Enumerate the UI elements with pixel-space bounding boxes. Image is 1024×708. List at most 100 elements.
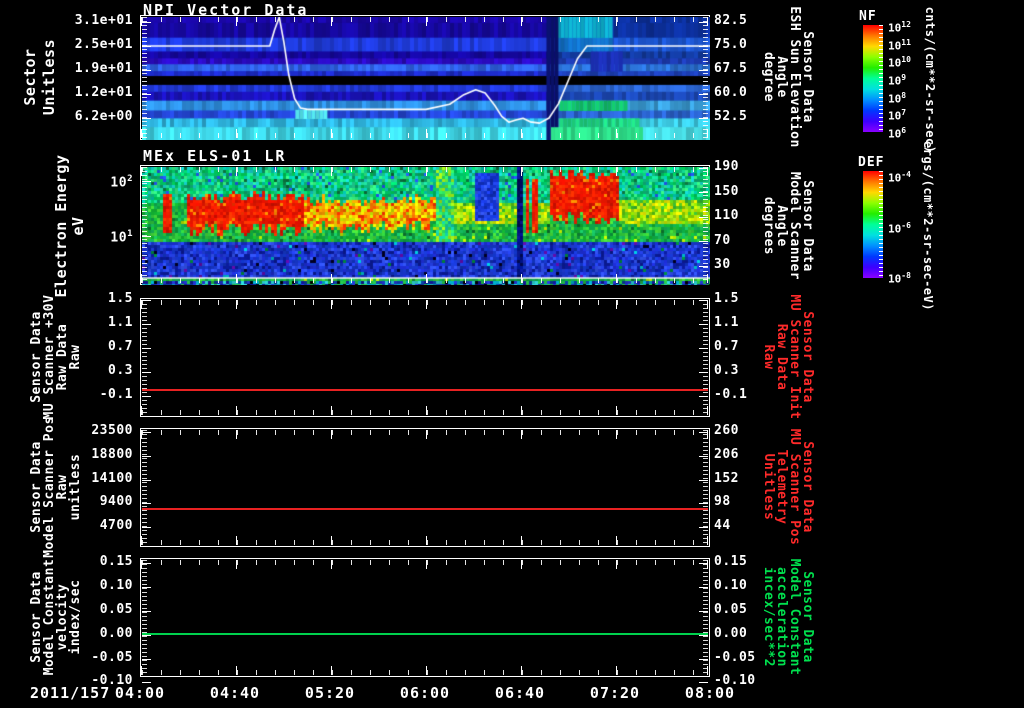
y2tick-mu30v: 0.7 [714,339,739,354]
major-tick [699,634,708,636]
cbtick: 1010 [888,55,911,70]
major-tick [331,430,332,439]
x-minor-ticks-bottom [142,133,708,138]
major-tick [331,129,332,138]
y2tick-scanpos: 206 [714,447,739,462]
major-tick [426,17,427,26]
major-tick [699,371,708,373]
major-tick [331,300,332,309]
y2tick-els: 30 [714,257,731,272]
major-tick [426,536,427,545]
y2tick-scanpos: 98 [714,494,731,509]
ytick-scanpos: 4700 [99,518,133,533]
ytick-velocity: -0.10 [91,673,133,688]
y2tick-velocity: 0.05 [714,602,748,617]
major-tick [707,666,708,675]
major-tick [142,180,151,182]
major-tick [521,17,522,26]
y2tick-npi: 67.5 [714,61,748,76]
major-tick [141,274,142,283]
ytick-velocity: 0.05 [99,602,133,617]
xtick-time: 08:00 [684,684,736,702]
y2tick-mu30v: 1.5 [714,291,739,306]
major-tick [699,69,708,71]
major-tick [141,430,142,439]
major-tick [142,323,151,325]
xtick-time: 06:00 [399,684,451,702]
major-tick [331,17,332,26]
x-minor-ticks-bottom [142,278,708,283]
cbtick: 106 [888,126,907,141]
major-tick [699,21,708,23]
y-minor-ticks-right [703,300,708,415]
major-tick [521,167,522,176]
ytick-npi: 2.5e+01 [74,37,133,52]
y2tick-velocity: 0.15 [714,554,748,569]
panel-title-npi: NPI Vector Data [143,1,309,19]
major-tick [142,681,151,683]
major-tick [331,167,332,176]
ytick-mu30v: -0.1 [99,387,133,402]
ytick-scanpos: 23500 [91,423,133,438]
y-minor-ticks-right [703,430,708,545]
colorbar-nf [863,25,883,132]
major-tick [521,406,522,415]
major-tick [521,300,522,309]
cbtick: 1011 [888,37,911,53]
major-tick [142,479,151,481]
major-tick [521,274,522,283]
major-tick [236,536,237,545]
y2tick-scanpos: 152 [714,471,739,486]
x-minor-ticks-bottom [142,540,708,545]
colorbar-title-def: DEF [858,155,885,170]
major-tick [142,347,151,349]
major-tick [142,69,151,71]
major-tick [236,406,237,415]
major-tick [699,681,708,683]
x-minor-ticks-top [142,167,708,172]
major-tick [521,560,522,569]
y2tick-els: 150 [714,183,739,199]
major-tick [331,560,332,569]
major-tick [699,658,708,660]
major-tick [521,536,522,545]
cbtick: 1012 [888,20,911,35]
y2tick-velocity: -0.05 [714,650,756,665]
major-tick [707,430,708,439]
y2tick-els: 190 [714,159,739,174]
major-tick [616,560,617,569]
major-tick [426,560,427,569]
major-tick [699,167,708,169]
major-tick [426,430,427,439]
major-tick [142,658,151,660]
major-tick [141,17,142,26]
panel-mu-scanner-30v [140,298,710,417]
major-tick [699,192,708,193]
major-tick [142,21,151,23]
y2tick-npi: 82.5 [714,13,748,28]
major-tick [521,430,522,439]
major-tick [236,430,237,439]
ytick-scanpos: 14100 [91,471,133,486]
major-tick [699,586,708,588]
data-line-velocity [142,633,708,636]
y-minor-ticks-right [703,167,708,283]
major-tick [616,300,617,309]
major-tick [331,666,332,675]
major-tick [142,117,151,119]
major-tick [141,129,142,138]
y-minor-ticks-left [142,300,147,415]
xtick-time: 07:20 [589,684,641,702]
major-tick [699,610,708,612]
npi-spectrogram-canvas [142,17,710,140]
major-tick [426,666,427,675]
major-tick [141,406,142,415]
major-tick [142,610,151,612]
major-tick [331,274,332,283]
major-tick [707,17,708,26]
data-line-scanpos [142,508,708,511]
panel-npi-spectrogram [140,15,710,140]
ytick-npi: 6.2e+00 [74,109,133,124]
xtick-time: 04:00 [114,684,166,702]
